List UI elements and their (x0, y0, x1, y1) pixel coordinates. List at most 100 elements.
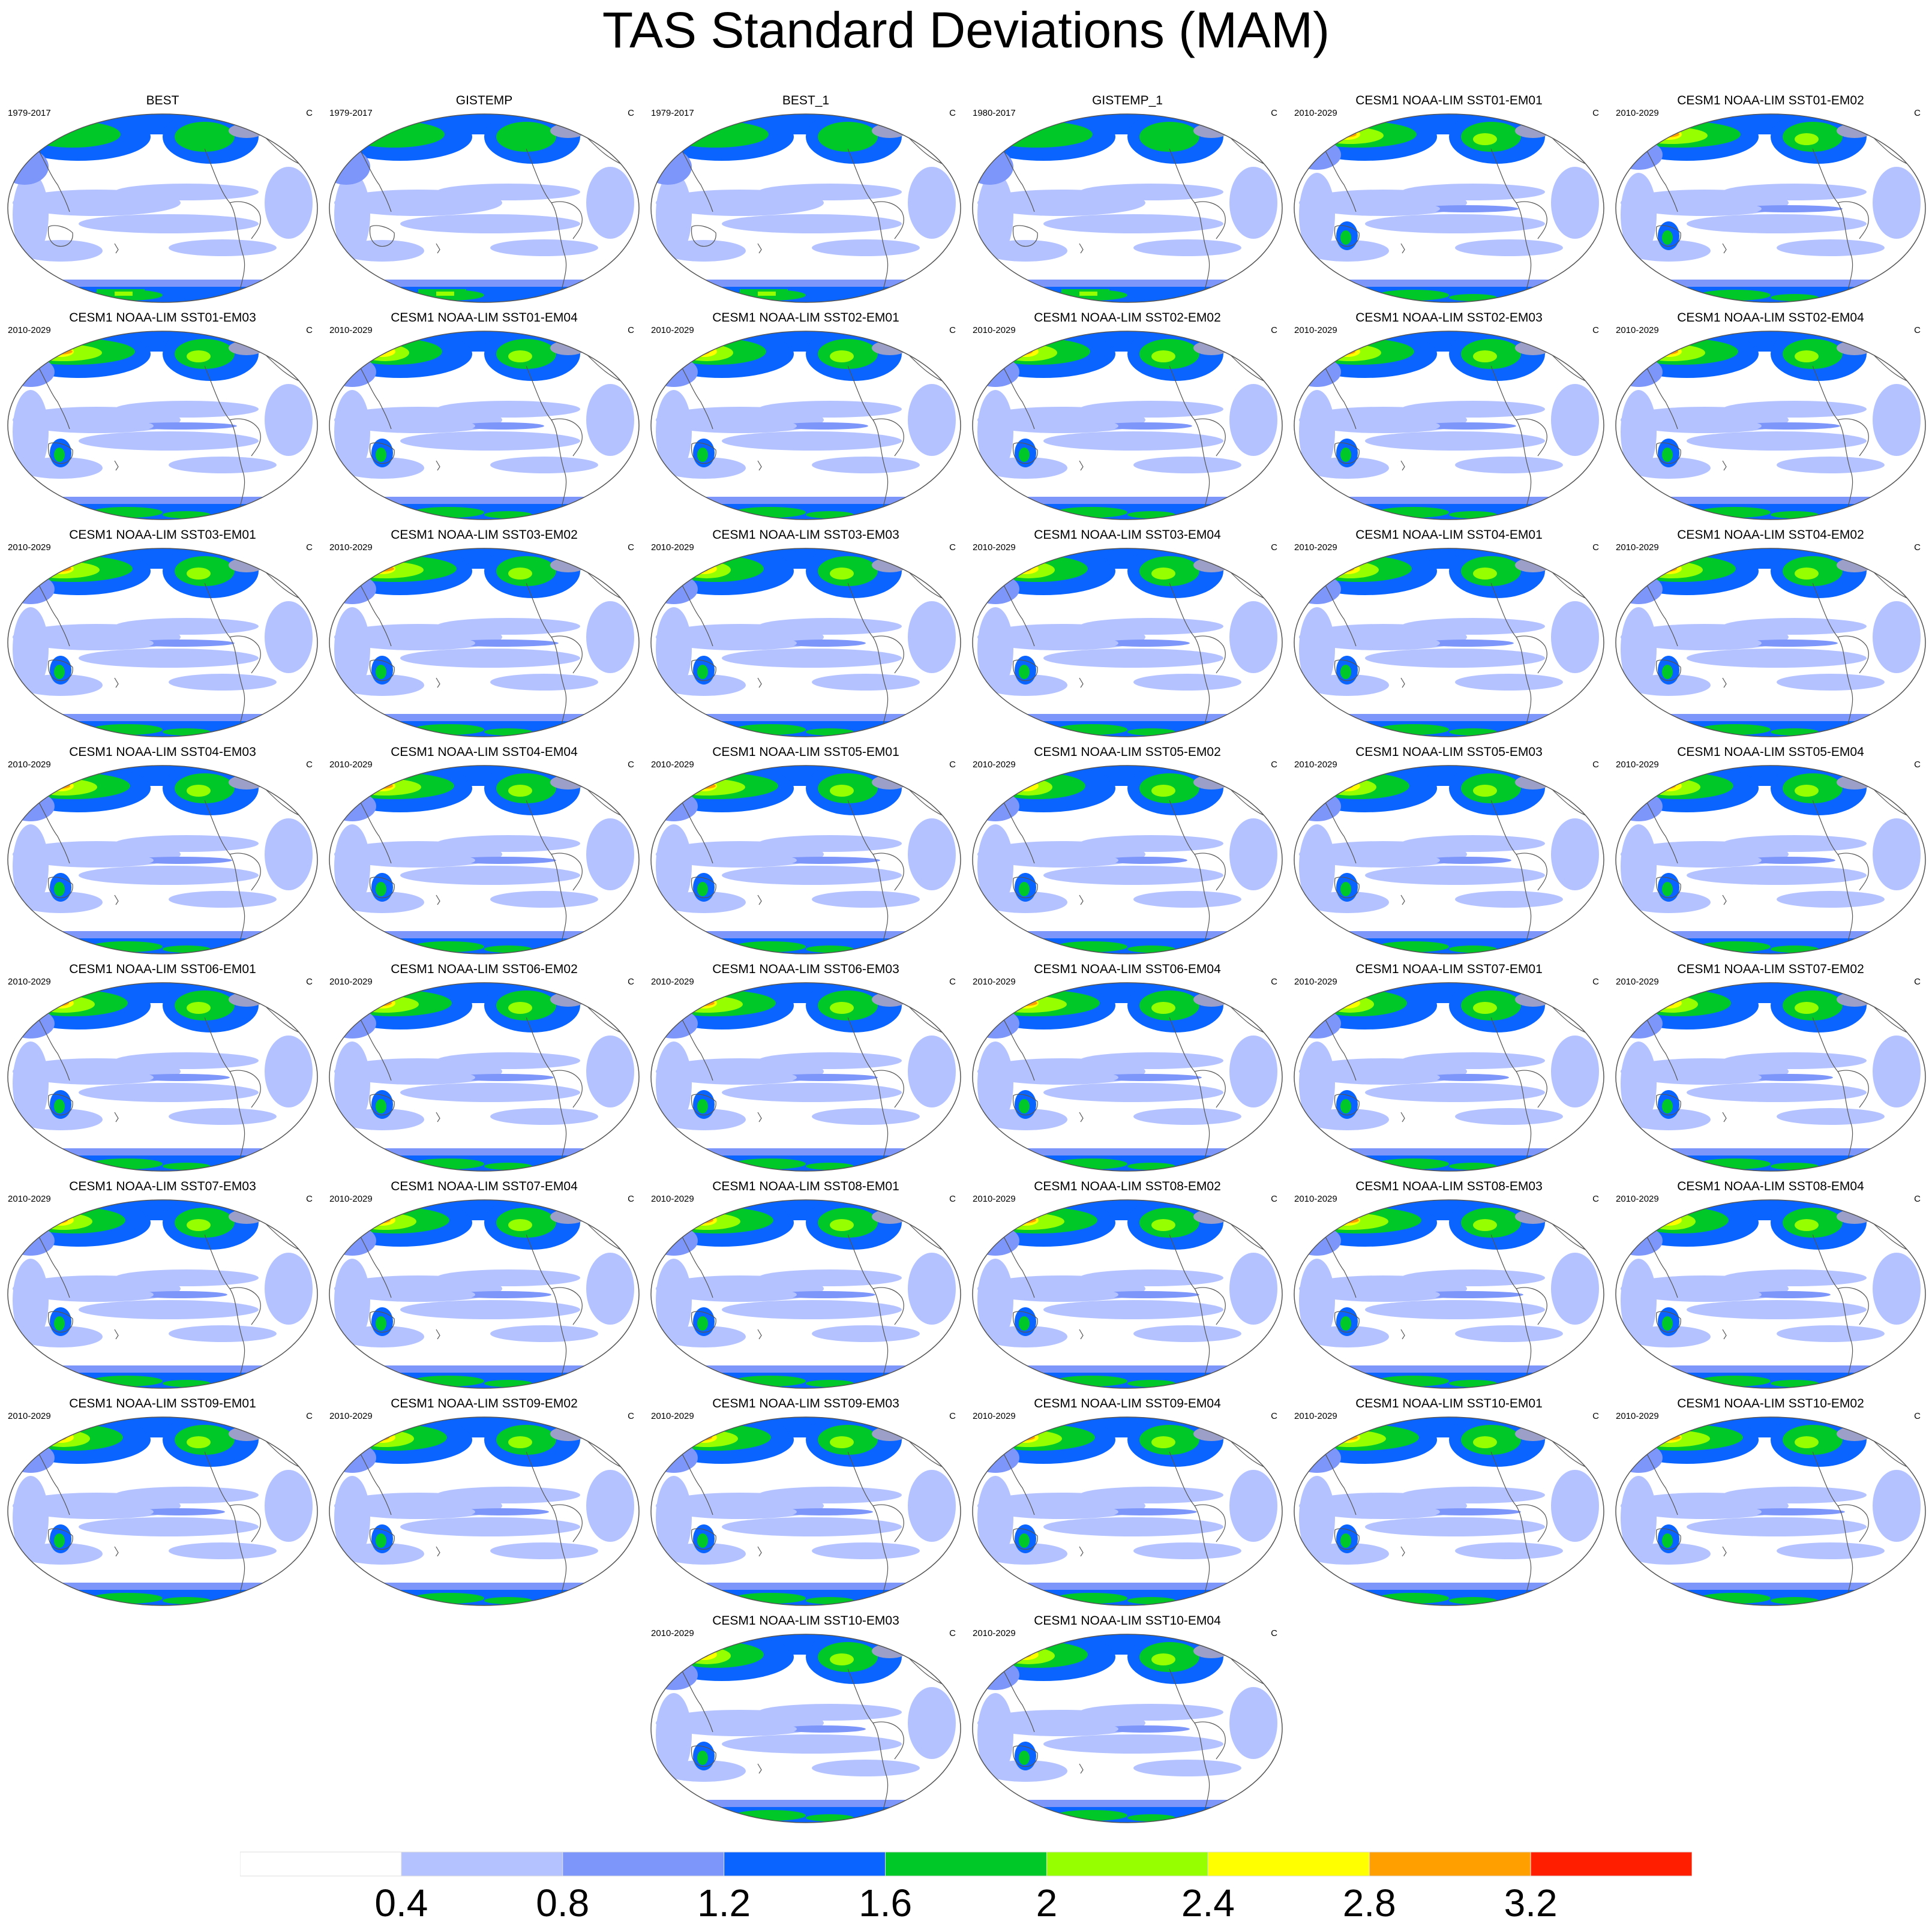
antarctic-green (1699, 507, 1771, 518)
pacific-band-south (400, 866, 580, 885)
arctic-band (1294, 983, 1604, 1003)
antarctic-green-east (1127, 946, 1175, 953)
greenland-grey (1193, 775, 1229, 790)
canada-lime (1795, 1436, 1819, 1448)
africa-band (334, 1476, 370, 1560)
map-panel: CESM1 NOAA-LIM SST06-EM02 2010-2029 C (323, 962, 645, 1172)
atlantic-band (1873, 1253, 1921, 1325)
panel-period: 2010-2029 (973, 542, 1016, 553)
americas-coastline (1812, 1451, 1853, 1596)
americas-coastline (1490, 1451, 1532, 1596)
southern-band-east (490, 1325, 598, 1342)
panel-title: CESM1 NOAA-LIM SST08-EM04 (1677, 1179, 1864, 1193)
arctic-band (973, 331, 1282, 352)
equatorial-west (1690, 637, 1762, 649)
australia-core (697, 1751, 708, 1765)
siberia-green (982, 121, 1093, 148)
americas-coastline (526, 800, 567, 945)
map-panel: CESM1 NOAA-LIM SST01-EM01 2010-2029 C (1288, 94, 1610, 303)
africa-band (13, 1476, 49, 1560)
antarctic-green-east (1449, 511, 1497, 518)
map-outline (7, 331, 318, 520)
arctic-band (8, 766, 317, 786)
south-america-coastline (872, 1504, 904, 1542)
world-map (7, 548, 318, 737)
world-map (972, 765, 1283, 955)
atlantic-band (1551, 601, 1599, 673)
europe-blue (973, 357, 1019, 387)
southern-band-east (1777, 891, 1885, 908)
africa-band (656, 824, 692, 908)
antarctic-green-east (806, 1814, 854, 1821)
new-zealand-coastline (436, 243, 440, 254)
enso-tongue (1089, 1074, 1202, 1081)
map-panel: CESM1 NOAA-LIM SST07-EM01 2010-2029 C (1288, 962, 1610, 1172)
atlantic-band (1229, 818, 1277, 890)
africa-band (977, 1476, 1013, 1560)
panel-period: 2010-2029 (329, 1194, 373, 1204)
siberia-orange (51, 1217, 68, 1223)
map-outline (650, 982, 961, 1172)
atlantic-band (1551, 1253, 1599, 1325)
panel-title: CESM1 NOAA-LIM SST09-EM03 (712, 1397, 899, 1410)
australia-core (697, 1099, 708, 1113)
pacific-band-north (1723, 618, 1867, 635)
pacific-band-south (1687, 649, 1867, 668)
europe-blue (1616, 140, 1663, 170)
pacific-band-north (1401, 401, 1545, 418)
australia-core (1662, 230, 1673, 245)
australia-core (54, 882, 65, 896)
southern-band-east (490, 1108, 598, 1125)
pacific-band-south (722, 1083, 902, 1102)
australia-core (1340, 230, 1351, 245)
pacific-band-north (436, 835, 580, 852)
panel-units: C (628, 542, 634, 553)
greenland-grey (1837, 1427, 1873, 1441)
enso-tongue (1747, 1291, 1831, 1298)
atlantic-band (586, 167, 634, 239)
panel-period: 2010-2029 (651, 1628, 694, 1638)
equatorial-west (1368, 420, 1440, 432)
panel-title: CESM1 NOAA-LIM SST03-EM04 (1034, 528, 1221, 542)
pacific-band-south (400, 431, 580, 451)
equatorial-west (1046, 1289, 1118, 1301)
africa-band (1621, 824, 1657, 908)
greenland-grey (229, 558, 265, 572)
greenland-grey (872, 1427, 908, 1441)
map-outline (329, 331, 640, 520)
australia-coastline (1655, 1528, 1681, 1550)
world-map (329, 548, 640, 737)
atlantic-band (1873, 1470, 1921, 1542)
europe-blue (651, 1660, 698, 1690)
canada-lime (1795, 568, 1819, 580)
arctic-band (1294, 1200, 1604, 1220)
map-panel: CESM1 NOAA-LIM SST03-EM02 2010-2029 C (323, 528, 645, 737)
world-map (1294, 113, 1604, 303)
americas-coastline (204, 1017, 245, 1162)
panel-title: GISTEMP (455, 94, 513, 107)
panel-period: 2010-2029 (329, 1411, 373, 1421)
panel-title: CESM1 NOAA-LIM SST05-EM01 (712, 745, 899, 759)
map-panel: CESM1 NOAA-LIM SST08-EM02 2010-2029 C (967, 1179, 1288, 1389)
panel-period: 2010-2029 (1616, 1194, 1659, 1204)
world-map (972, 1416, 1283, 1606)
map-panel: CESM1 NOAA-LIM SST02-EM03 2010-2029 C (1288, 311, 1610, 520)
panel-title: CESM1 NOAA-LIM SST07-EM03 (69, 1179, 256, 1193)
americas-coastline (1490, 1234, 1532, 1379)
panel-title: CESM1 NOAA-LIM SST02-EM01 (712, 311, 899, 325)
pacific-band-south (79, 866, 259, 885)
canada-lime (830, 568, 854, 580)
map-outline (1615, 1199, 1926, 1389)
atlantic-band (908, 818, 956, 890)
antarctic-green (1377, 1158, 1449, 1169)
panel-units: C (949, 108, 956, 118)
europe-blue (329, 1226, 376, 1256)
panel-title: CESM1 NOAA-LIM SST10-EM01 (1355, 1397, 1543, 1410)
map-panel: CESM1 NOAA-LIM SST10-EM04 2010-2029 C (967, 1614, 1288, 1823)
map-outline (650, 765, 961, 955)
pacific-band-north (1401, 618, 1545, 635)
southern-band-east (169, 891, 277, 908)
siberia-yellow (1655, 1215, 1682, 1226)
arctic-band (973, 983, 1282, 1003)
pacific-band-south (1043, 1517, 1223, 1536)
